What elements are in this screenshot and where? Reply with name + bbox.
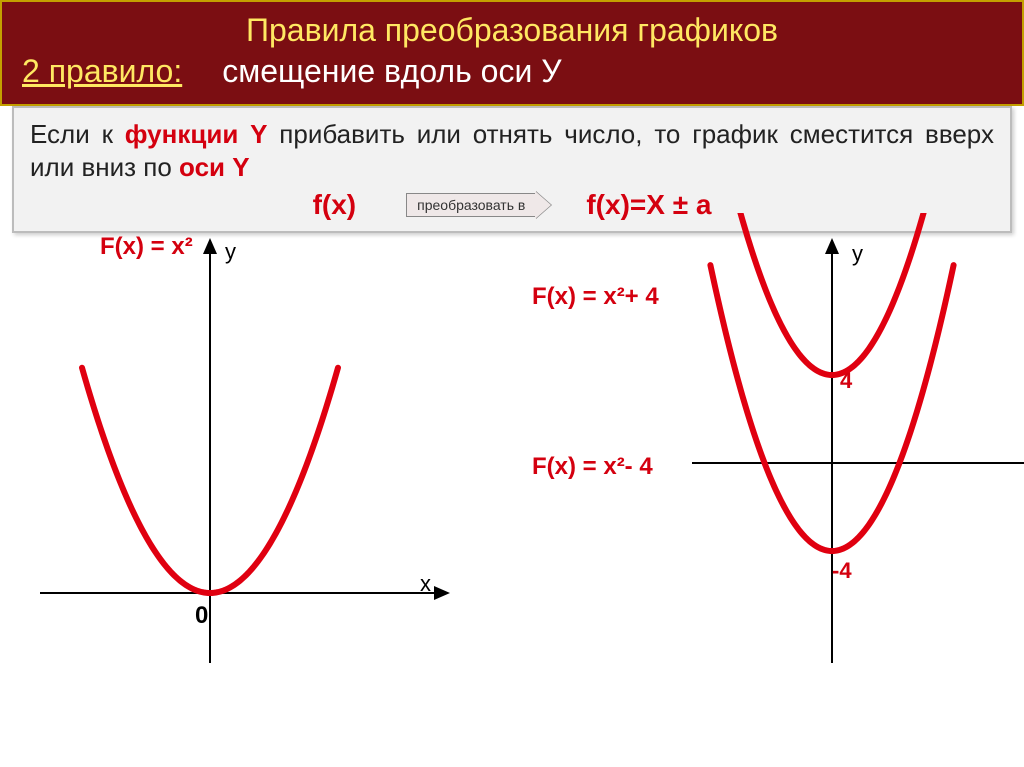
chart-right: F(x) = x²+ 4F(x) = x²- 4ух4-4 (512, 233, 1024, 733)
chart-left: F(x) = x² у х 0 (0, 233, 512, 733)
rule-label: 2 правило: (22, 53, 182, 90)
header: Правила преобразования графиков 2 правил… (0, 0, 1024, 106)
svg-text:4: 4 (840, 368, 853, 393)
svg-text:0: 0 (195, 602, 208, 629)
formula-left: F(x) = x² (100, 233, 193, 261)
charts-area: F(x) = x² ух0 F(x) = x²+ 4F(x) = x²- 4ух… (0, 233, 1024, 733)
fx-left: f(x) (273, 189, 397, 221)
header-subtitle: 2 правило: смещение вдоль оси У (22, 53, 1002, 90)
description-text: Если к функции Y прибавить или отнять чи… (30, 118, 994, 183)
rule-text: смещение вдоль оси У (222, 53, 561, 90)
svg-text:-4: -4 (832, 558, 852, 583)
svg-text:у: у (225, 239, 236, 264)
svg-text:у: у (852, 241, 863, 266)
svg-text:х: х (420, 571, 431, 596)
header-title: Правила преобразования графиков (22, 12, 1002, 49)
